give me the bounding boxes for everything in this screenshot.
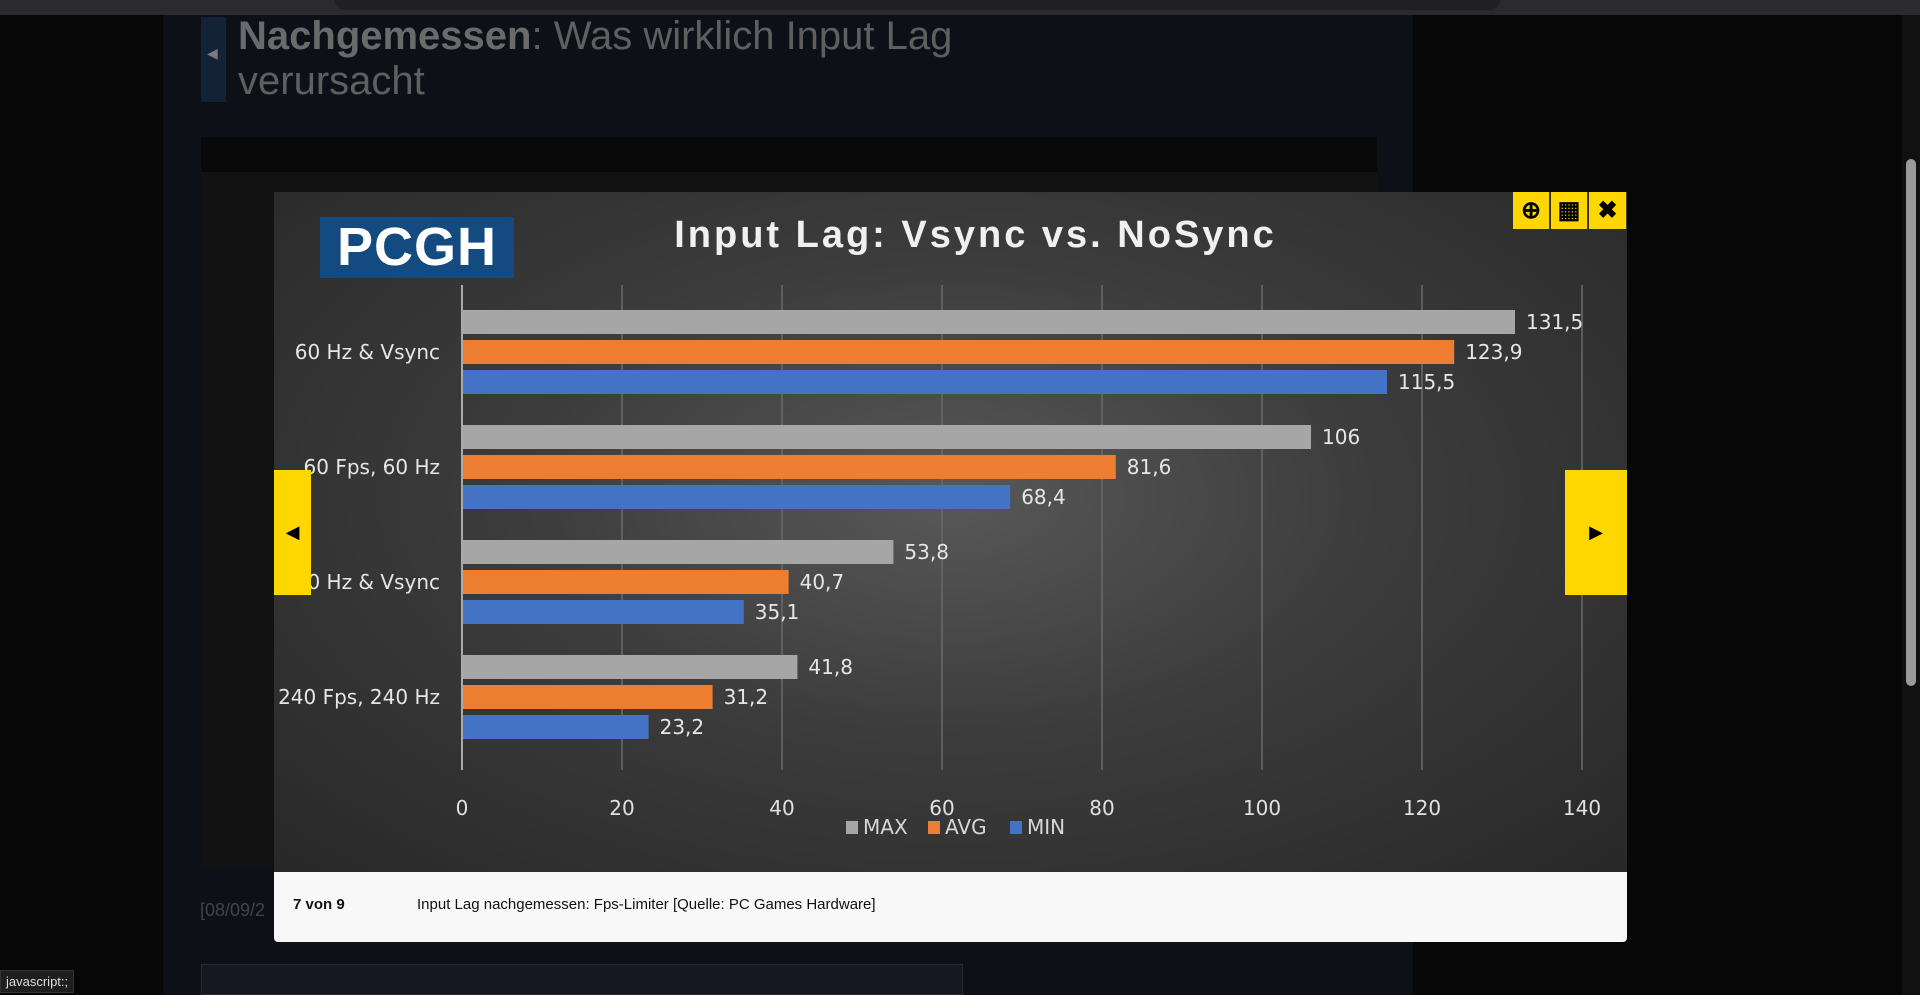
data-label: 115,5 xyxy=(1398,370,1455,394)
data-label: 35,1 xyxy=(755,600,800,624)
x-tick-label: 120 xyxy=(1403,796,1441,820)
browser-top-bar xyxy=(0,0,1920,15)
status-bar-url: javascript:; xyxy=(0,970,75,993)
data-label: 23,2 xyxy=(660,715,705,739)
x-tick-label: 20 xyxy=(609,796,634,820)
data-label: 31,2 xyxy=(724,685,769,709)
image-counter: 7 von 9 xyxy=(293,896,345,913)
grid-icon: ▦ xyxy=(1557,197,1581,224)
lightbox-caption: 7 von 9 Input Lag nachgemessen: Fps-Limi… xyxy=(274,872,1627,942)
bar-min xyxy=(463,600,744,624)
legend-swatch-min xyxy=(1010,821,1022,834)
scrollbar-thumb[interactable] xyxy=(1906,159,1916,686)
data-label: 53,8 xyxy=(904,540,949,564)
zoom-in-button[interactable]: ⊕ xyxy=(1513,192,1550,229)
x-tick-label: 40 xyxy=(769,796,794,820)
prev-image-button[interactable]: ◀ xyxy=(274,470,311,595)
legend-swatch-max xyxy=(846,821,858,834)
data-label: 131,5 xyxy=(1526,310,1583,334)
legend-label: AVG xyxy=(945,815,987,839)
caption-text: Input Lag nachgemessen: Fps-Limiter [Que… xyxy=(417,896,876,913)
bar-max xyxy=(463,655,798,679)
bar-avg xyxy=(463,340,1455,364)
legend-label: MIN xyxy=(1027,815,1065,839)
bar-avg xyxy=(463,685,713,709)
bar-avg xyxy=(463,570,789,594)
data-label: 123,9 xyxy=(1465,340,1522,364)
legend-label: MAX xyxy=(863,815,908,839)
arrow-right-icon: ▶ xyxy=(1589,522,1603,542)
bar-max xyxy=(463,425,1311,449)
close-icon: ✖ xyxy=(1597,197,1618,224)
bar-min xyxy=(463,715,649,739)
bottom-toolbar xyxy=(201,964,963,995)
x-tick-label: 140 xyxy=(1563,796,1601,820)
x-tick-label: 80 xyxy=(1089,796,1114,820)
address-bar[interactable] xyxy=(335,0,1500,10)
category-label: 240 Fps, 240 Hz xyxy=(278,685,440,709)
back-tab[interactable]: ◀ xyxy=(201,17,226,102)
data-label: 40,7 xyxy=(800,570,845,594)
bar-min xyxy=(463,370,1387,394)
close-button[interactable]: ✖ xyxy=(1589,192,1627,229)
grid-view-button[interactable]: ▦ xyxy=(1551,192,1588,229)
bar-chart: 0 20 40 60 80 100 120 140 60 Hz & Vsync 131,5123,… xyxy=(278,285,1601,839)
back-arrow-icon: ◀ xyxy=(207,45,218,61)
bar-max xyxy=(463,310,1515,334)
pcgh-logo: PCGH xyxy=(320,217,514,278)
article-date: [08/09/2 xyxy=(200,900,266,920)
x-tick-label: 100 xyxy=(1243,796,1281,820)
x-tick-label: 0 xyxy=(456,796,469,820)
zoom-in-icon: ⊕ xyxy=(1520,197,1542,224)
lightbox-image: PCGH Input Lag: Vsync vs. NoSync 0 20 40 60… xyxy=(274,192,1627,872)
next-image-button[interactable]: ▶ xyxy=(1565,470,1627,595)
legend-swatch-avg xyxy=(928,821,940,834)
bar-min xyxy=(463,485,1011,509)
category-label: 60 Hz & Vsync xyxy=(295,340,440,364)
bar-max xyxy=(463,540,894,564)
scrollbar[interactable] xyxy=(1902,15,1920,995)
category-label: 60 Fps, 60 Hz xyxy=(304,455,440,479)
chart-title: Input Lag: Vsync vs. NoSync xyxy=(674,214,1277,256)
arrow-left-icon: ◀ xyxy=(285,522,300,542)
bar-avg xyxy=(463,455,1116,479)
data-label: 41,8 xyxy=(808,655,853,679)
data-label: 81,6 xyxy=(1127,455,1172,479)
article-title: Nachgemessen: Was wirklich Input Lag ver… xyxy=(238,14,953,103)
data-label: 68,4 xyxy=(1021,485,1066,509)
x-tick-label: 60 xyxy=(929,796,954,820)
data-label: 106 xyxy=(1322,425,1360,449)
